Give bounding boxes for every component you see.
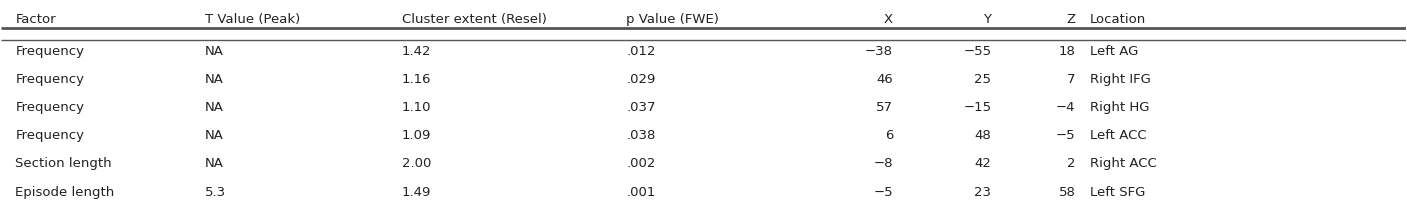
Text: 2.00: 2.00 bbox=[401, 157, 431, 170]
Text: Left SFG: Left SFG bbox=[1089, 186, 1145, 198]
Text: 23: 23 bbox=[975, 186, 992, 198]
Text: 46: 46 bbox=[877, 73, 893, 86]
Text: Left AG: Left AG bbox=[1089, 45, 1138, 58]
Text: .002: .002 bbox=[626, 157, 656, 170]
Text: Z: Z bbox=[1067, 12, 1075, 26]
Text: 1.42: 1.42 bbox=[401, 45, 431, 58]
Text: .037: .037 bbox=[626, 101, 656, 114]
Text: Factor: Factor bbox=[15, 12, 56, 26]
Text: NA: NA bbox=[205, 157, 224, 170]
Text: 18: 18 bbox=[1058, 45, 1075, 58]
Text: Right IFG: Right IFG bbox=[1089, 73, 1151, 86]
Text: 25: 25 bbox=[975, 73, 992, 86]
Text: NA: NA bbox=[205, 45, 224, 58]
Text: NA: NA bbox=[205, 101, 224, 114]
Text: Frequency: Frequency bbox=[15, 45, 84, 58]
Text: −38: −38 bbox=[865, 45, 893, 58]
Text: 1.49: 1.49 bbox=[401, 186, 431, 198]
Text: Right ACC: Right ACC bbox=[1089, 157, 1157, 170]
Text: Episode length: Episode length bbox=[15, 186, 115, 198]
Text: Frequency: Frequency bbox=[15, 129, 84, 142]
Text: NA: NA bbox=[205, 73, 224, 86]
Text: Frequency: Frequency bbox=[15, 73, 84, 86]
Text: 48: 48 bbox=[975, 129, 992, 142]
Text: 58: 58 bbox=[1058, 186, 1075, 198]
Text: .012: .012 bbox=[626, 45, 656, 58]
Text: Cluster extent (Resel): Cluster extent (Resel) bbox=[401, 12, 546, 26]
Text: 42: 42 bbox=[975, 157, 992, 170]
Text: Section length: Section length bbox=[15, 157, 113, 170]
Text: X: X bbox=[884, 12, 893, 26]
Text: 5.3: 5.3 bbox=[205, 186, 227, 198]
Text: Y: Y bbox=[983, 12, 992, 26]
Text: 1.16: 1.16 bbox=[401, 73, 431, 86]
Text: −5: −5 bbox=[874, 186, 893, 198]
Text: p Value (FWE): p Value (FWE) bbox=[626, 12, 719, 26]
Text: 7: 7 bbox=[1067, 73, 1075, 86]
Text: Frequency: Frequency bbox=[15, 101, 84, 114]
Text: .038: .038 bbox=[626, 129, 656, 142]
Text: T Value (Peak): T Value (Peak) bbox=[205, 12, 300, 26]
Text: Location: Location bbox=[1089, 12, 1145, 26]
Text: −15: −15 bbox=[964, 101, 992, 114]
Text: .029: .029 bbox=[626, 73, 656, 86]
Text: 6: 6 bbox=[885, 129, 893, 142]
Text: −55: −55 bbox=[964, 45, 992, 58]
Text: 57: 57 bbox=[877, 101, 893, 114]
Text: −8: −8 bbox=[874, 157, 893, 170]
Text: Right HG: Right HG bbox=[1089, 101, 1150, 114]
Text: Left ACC: Left ACC bbox=[1089, 129, 1147, 142]
Text: 1.10: 1.10 bbox=[401, 101, 431, 114]
Text: −4: −4 bbox=[1057, 101, 1075, 114]
Text: NA: NA bbox=[205, 129, 224, 142]
Text: .001: .001 bbox=[626, 186, 656, 198]
Text: −5: −5 bbox=[1057, 129, 1075, 142]
Text: 2: 2 bbox=[1067, 157, 1075, 170]
Text: 1.09: 1.09 bbox=[401, 129, 431, 142]
